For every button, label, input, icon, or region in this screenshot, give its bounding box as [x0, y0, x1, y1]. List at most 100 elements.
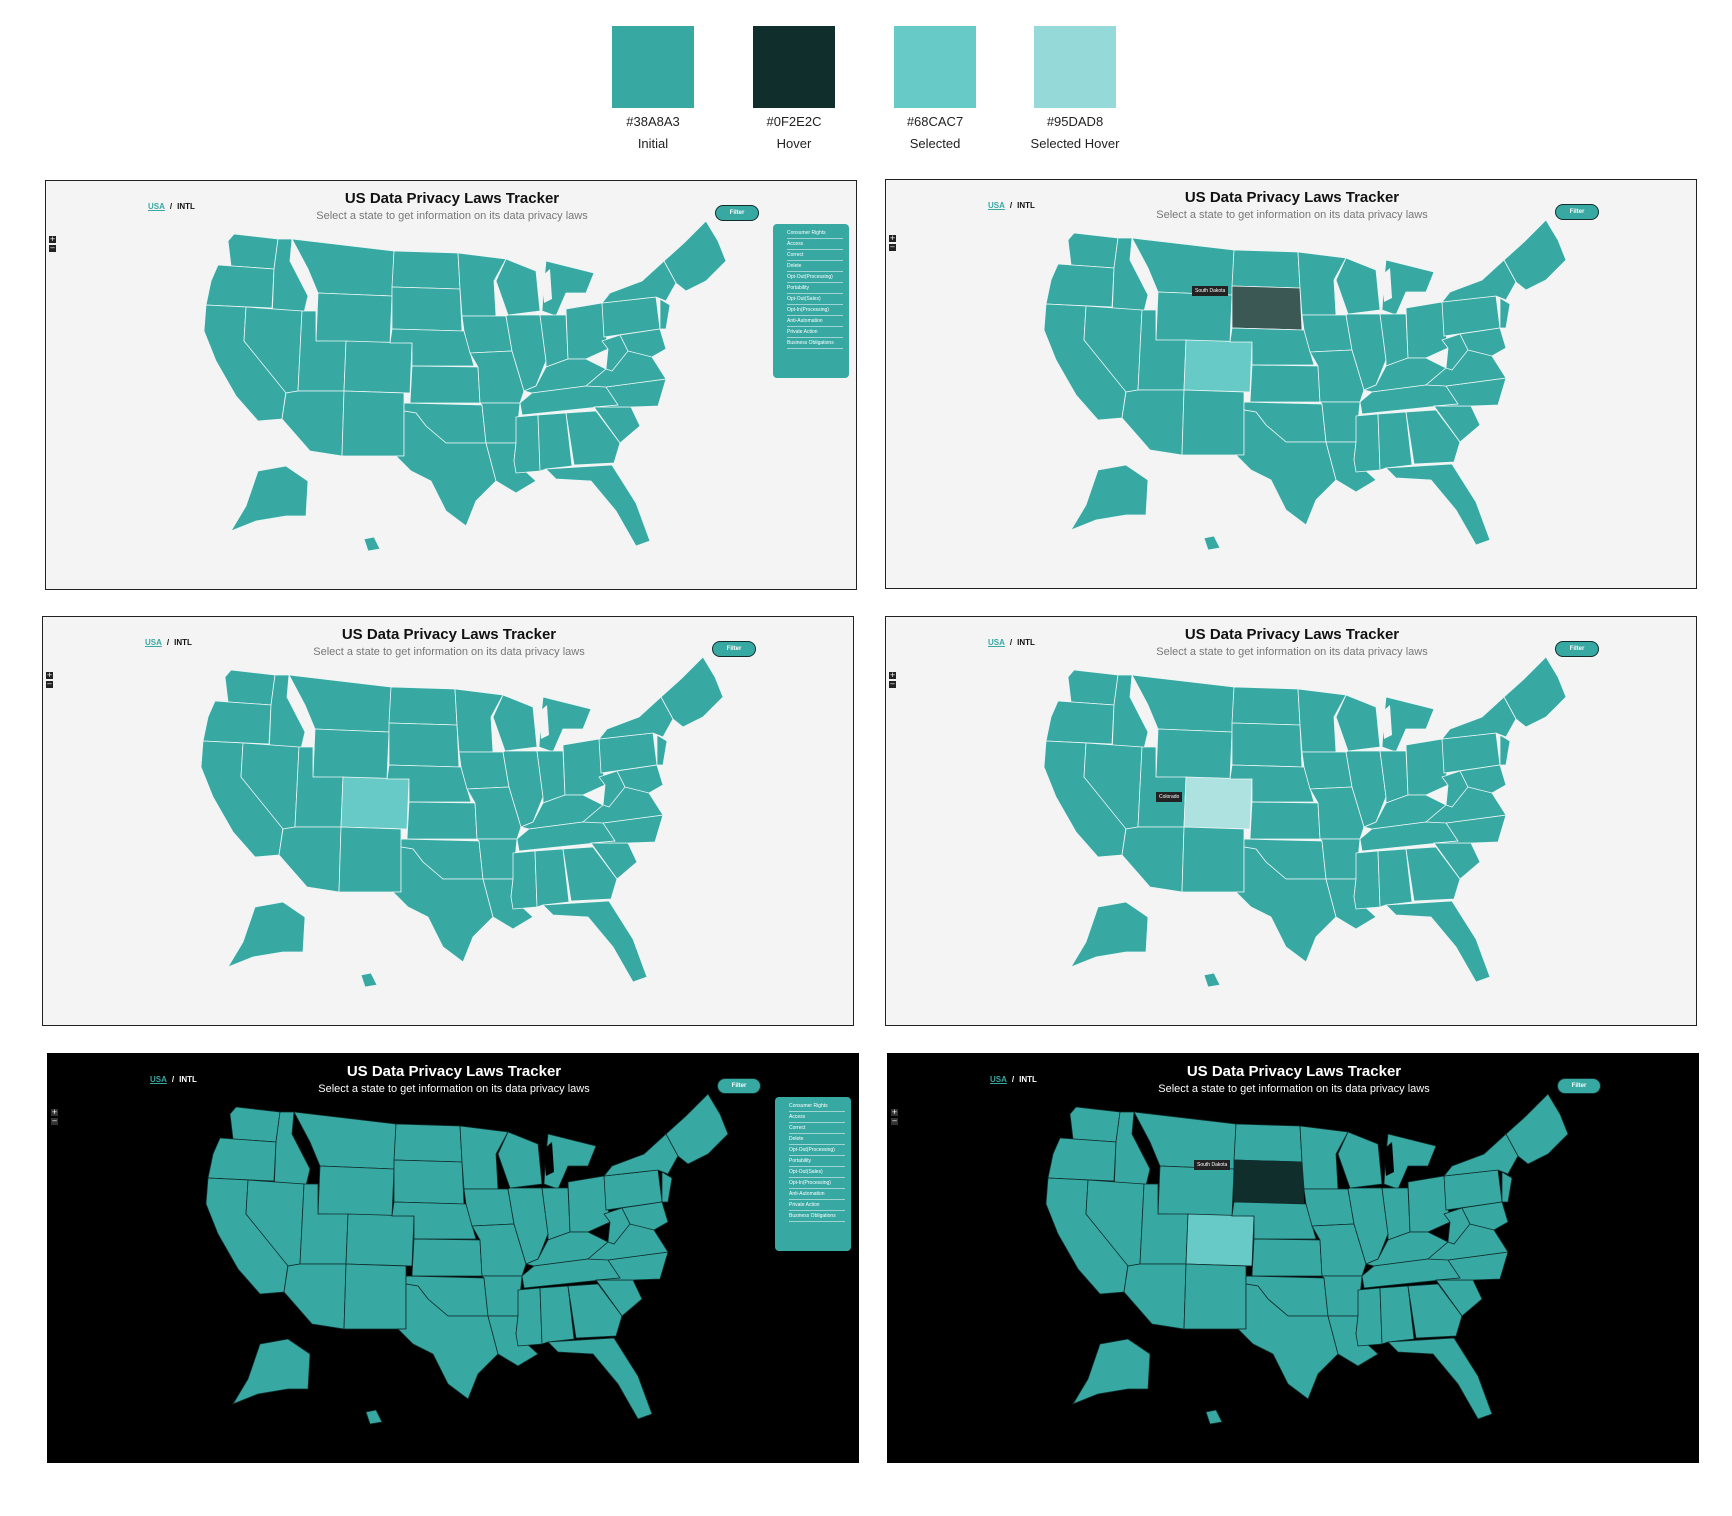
state-wy[interactable]	[312, 728, 390, 780]
state-ga[interactable]	[562, 846, 618, 902]
state-ak[interactable]	[1070, 901, 1149, 968]
state-wa[interactable]	[1067, 232, 1119, 269]
state-ks[interactable]	[1251, 1238, 1323, 1277]
filter-button[interactable]: Filter	[1555, 204, 1599, 220]
state-ar[interactable]	[1319, 838, 1361, 880]
zoom-in-button[interactable]: +	[51, 1108, 58, 1116]
filter-option[interactable]: Consumer Rights	[787, 228, 843, 239]
state-ia[interactable]	[463, 1188, 515, 1227]
filter-button[interactable]: Filter	[712, 641, 756, 657]
state-ar[interactable]	[476, 838, 518, 880]
filter-button[interactable]: Filter	[715, 205, 759, 221]
state-or[interactable]	[205, 264, 275, 309]
state-nd[interactable]	[393, 1123, 463, 1163]
nav-usa-link[interactable]: USA	[150, 1075, 167, 1084]
state-wi[interactable]	[497, 1131, 543, 1189]
filter-button[interactable]: Filter	[1555, 641, 1599, 657]
state-ak[interactable]	[232, 1338, 311, 1405]
state-nd[interactable]	[388, 686, 458, 726]
state-mt[interactable]	[288, 674, 392, 733]
state-id[interactable]	[1111, 237, 1149, 321]
state-nd[interactable]	[1233, 1123, 1303, 1163]
state-mdde[interactable]	[1461, 1201, 1509, 1231]
state-id[interactable]	[268, 674, 306, 758]
state-ia[interactable]	[1301, 314, 1353, 353]
state-wa[interactable]	[1067, 669, 1119, 706]
zoom-in-button[interactable]: +	[891, 1108, 898, 1116]
nav-intl-link[interactable]: INTL	[1017, 638, 1035, 647]
state-oh[interactable]	[1407, 1175, 1451, 1233]
state-fl[interactable]	[547, 1337, 653, 1420]
filter-option[interactable]: Private Action	[789, 1200, 845, 1211]
zoom-in-button[interactable]: +	[49, 235, 56, 243]
state-al[interactable]	[1377, 411, 1413, 471]
filter-option[interactable]: Delete	[787, 261, 843, 272]
nav-usa-link[interactable]: USA	[145, 638, 162, 647]
state-nd[interactable]	[391, 250, 461, 290]
state-tx[interactable]	[1237, 1283, 1339, 1400]
state-nm[interactable]	[338, 826, 402, 893]
state-tx[interactable]	[392, 846, 494, 963]
state-co[interactable]	[1183, 339, 1253, 393]
zoom-in-button[interactable]: +	[889, 234, 896, 242]
state-ny[interactable]	[1441, 259, 1517, 303]
state-or[interactable]	[202, 700, 272, 745]
state-wa[interactable]	[227, 233, 279, 270]
state-ks[interactable]	[409, 365, 481, 404]
state-sd[interactable]	[388, 722, 460, 768]
state-ne_eng[interactable]	[665, 1093, 729, 1165]
state-mt[interactable]	[1131, 674, 1235, 733]
state-mdde[interactable]	[1459, 764, 1507, 794]
state-ga[interactable]	[567, 1283, 623, 1339]
state-al[interactable]	[539, 1285, 575, 1345]
filter-button[interactable]: Filter	[717, 1078, 761, 1094]
zoom-out-button[interactable]: −	[46, 680, 53, 688]
state-wi[interactable]	[1335, 694, 1381, 752]
state-ks[interactable]	[406, 801, 478, 840]
state-co[interactable]	[345, 1213, 415, 1267]
state-al[interactable]	[1377, 848, 1413, 908]
zoom-in-button[interactable]: +	[889, 671, 896, 679]
state-nm[interactable]	[343, 1263, 407, 1330]
filter-option[interactable]: Portability	[787, 283, 843, 294]
filter-option[interactable]: Delete	[789, 1134, 845, 1145]
state-nj[interactable]	[1499, 297, 1511, 329]
filter-option[interactable]: Consumer Rights	[789, 1101, 845, 1112]
state-mdde[interactable]	[1459, 327, 1507, 357]
state-ms[interactable]	[1353, 413, 1381, 473]
state-hi[interactable]	[1205, 1409, 1223, 1425]
state-hi[interactable]	[365, 1409, 383, 1425]
state-wi[interactable]	[1337, 1131, 1383, 1189]
nav-usa-link[interactable]: USA	[988, 638, 1005, 647]
filter-option[interactable]: Access	[789, 1112, 845, 1123]
state-wy[interactable]	[1157, 1165, 1235, 1217]
state-mdde[interactable]	[621, 1201, 669, 1231]
state-ar[interactable]	[1321, 1275, 1363, 1317]
zoom-in-button[interactable]: +	[46, 671, 53, 679]
state-wa[interactable]	[224, 669, 276, 706]
state-fl[interactable]	[1385, 900, 1491, 983]
state-sd[interactable]	[393, 1159, 465, 1205]
state-wy[interactable]	[1155, 291, 1233, 343]
state-wi[interactable]	[1335, 257, 1381, 315]
state-fl[interactable]	[545, 464, 651, 547]
state-or[interactable]	[207, 1137, 277, 1182]
state-wy[interactable]	[315, 292, 393, 344]
state-ak[interactable]	[1072, 1338, 1151, 1405]
state-az[interactable]	[1123, 1263, 1187, 1330]
state-ga[interactable]	[1405, 409, 1461, 465]
state-ar[interactable]	[1319, 401, 1361, 443]
state-or[interactable]	[1045, 263, 1115, 308]
state-nd[interactable]	[1231, 686, 1301, 726]
state-or[interactable]	[1047, 1137, 1117, 1182]
state-wy[interactable]	[1155, 728, 1233, 780]
filter-option[interactable]: Opt-In(Processing)	[787, 305, 843, 316]
state-ne_eng[interactable]	[1503, 219, 1567, 291]
state-ks[interactable]	[411, 1238, 483, 1277]
state-tx[interactable]	[1235, 409, 1337, 526]
state-wa[interactable]	[1069, 1106, 1121, 1143]
state-sd[interactable]	[1231, 722, 1303, 768]
state-ia[interactable]	[458, 751, 510, 790]
state-nm[interactable]	[1181, 389, 1245, 456]
filter-option[interactable]: Anti-Automation	[789, 1189, 845, 1200]
